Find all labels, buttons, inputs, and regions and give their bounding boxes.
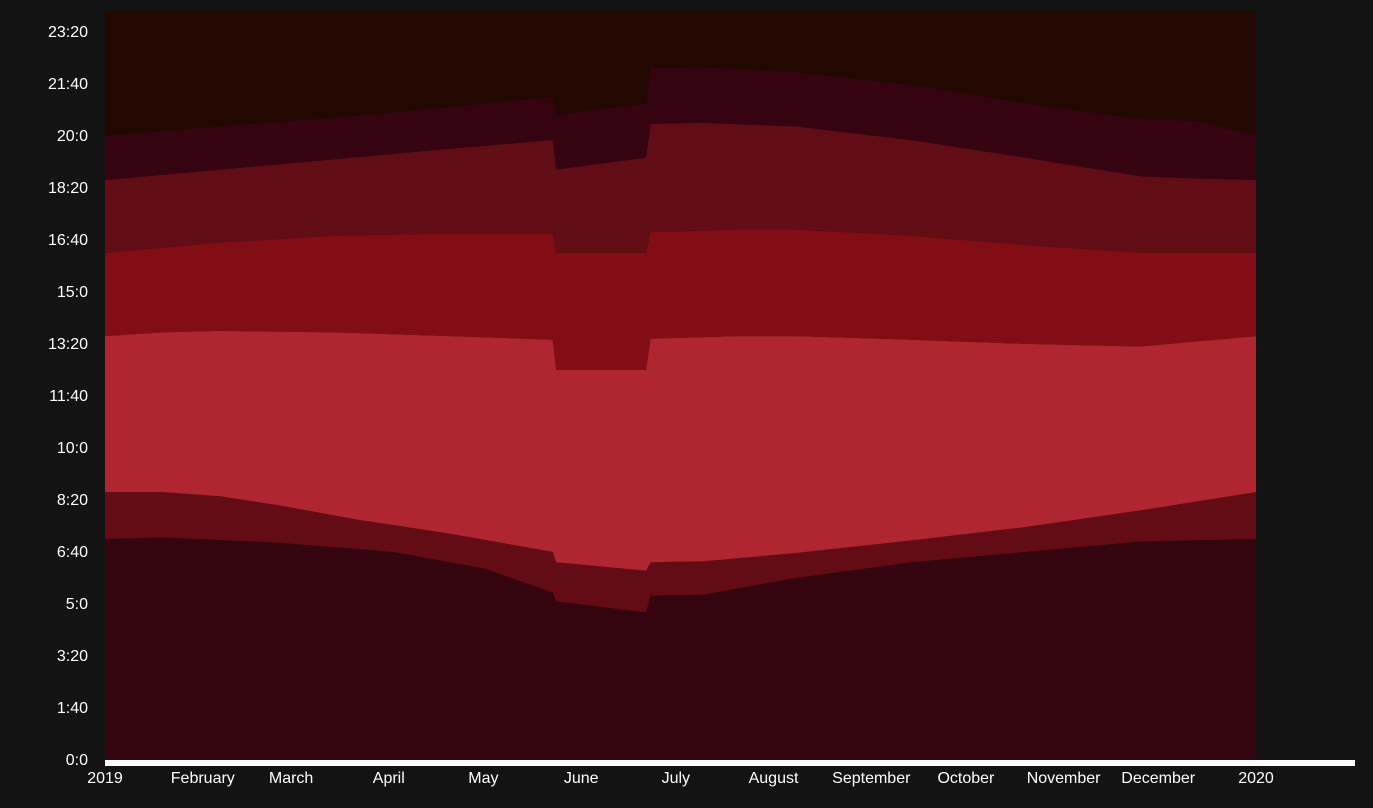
y-tick-label: 15:0 — [57, 284, 88, 301]
x-tick-label: November — [1027, 770, 1101, 787]
x-tick-label: March — [269, 770, 313, 787]
y-tick-label: 13:20 — [48, 336, 88, 353]
y-tick-label: 0:0 — [66, 752, 88, 769]
series-areas — [105, 11, 1256, 760]
y-tick-label: 10:0 — [57, 440, 88, 457]
x-axis-baseline — [105, 760, 1355, 766]
x-tick-label: July — [662, 770, 690, 787]
series-area-6 — [105, 67, 1256, 180]
x-tick-label: May — [468, 770, 498, 787]
x-axis: 2019 February March April May June July August S… — [87, 770, 1274, 787]
x-tick-label: September — [832, 770, 911, 787]
x-tick-label: 2019 — [87, 770, 123, 787]
x-tick-label: June — [564, 770, 599, 787]
x-tick-label: 2020 — [1238, 770, 1274, 787]
x-tick-label: April — [373, 770, 405, 787]
y-axis: 0:0 1:40 3:20 5:0 6:40 8:20 10:0 11:40 13:20 15:0… — [48, 24, 88, 769]
y-tick-label: 8:20 — [57, 492, 88, 509]
y-tick-label: 23:20 — [48, 24, 88, 41]
series-area-7 — [105, 11, 1256, 136]
series-area-5 — [105, 122, 1256, 253]
x-tick-label: October — [937, 770, 995, 787]
y-tick-label: 18:20 — [48, 180, 88, 197]
series-area-2 — [105, 492, 1256, 613]
y-tick-label: 21:40 — [48, 76, 88, 93]
series-area-3 — [105, 330, 1256, 571]
series-area-4 — [105, 229, 1256, 370]
y-tick-label: 11:40 — [49, 388, 88, 405]
y-tick-label: 16:40 — [48, 232, 88, 249]
series-area-1 — [105, 537, 1256, 760]
x-tick-label: August — [749, 770, 799, 787]
y-tick-label: 6:40 — [57, 544, 88, 561]
y-tick-label: 5:0 — [66, 596, 88, 613]
x-tick-label: February — [171, 770, 235, 787]
y-tick-label: 20:0 — [57, 128, 88, 145]
y-tick-label: 3:20 — [57, 648, 88, 665]
y-tick-label: 1:40 — [57, 700, 88, 717]
x-tick-label: December — [1121, 770, 1195, 787]
